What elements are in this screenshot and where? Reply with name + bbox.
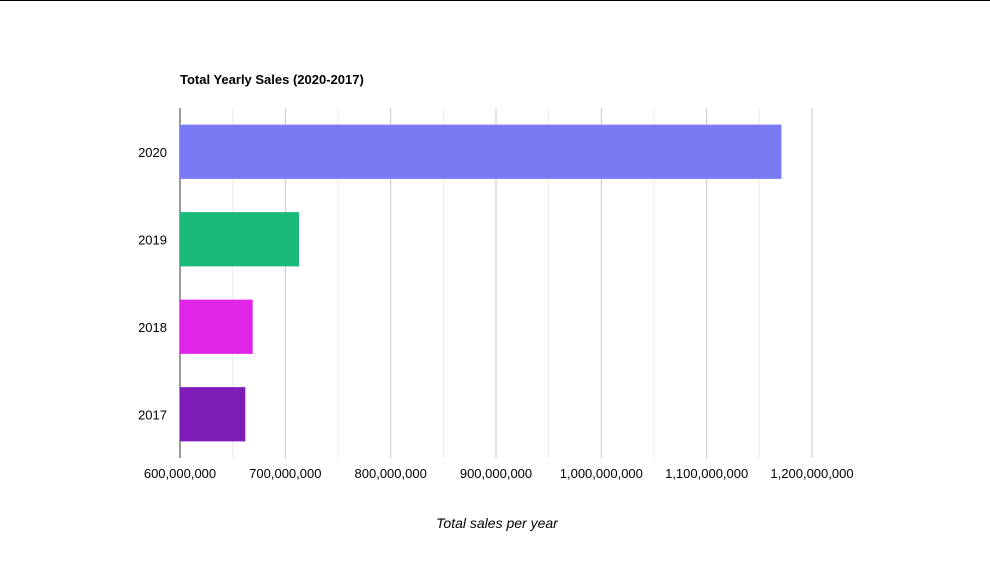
x-tick-label: 1,000,000,000 [560, 466, 643, 481]
bar-2019 [180, 212, 300, 267]
x-axis-label: Total sales per year [436, 515, 559, 531]
x-tick-label: 900,000,000 [460, 466, 532, 481]
y-tick-label: 2019 [138, 232, 167, 247]
top-rule [0, 0, 990, 1]
chart-title: Total Yearly Sales (2020-2017) [180, 72, 364, 87]
bar-2020 [180, 124, 782, 179]
x-tick-labels: 600,000,000 700,000,000 800,000,000 900,000… [144, 466, 854, 481]
bar-2018 [180, 299, 253, 354]
bars [180, 124, 782, 442]
bar-2017 [180, 387, 246, 442]
x-tick-label: 1,200,000,000 [770, 466, 853, 481]
y-tick-labels: 2020 2019 2018 2017 [138, 145, 167, 423]
y-tick-label: 2018 [138, 320, 167, 335]
x-tick-label: 800,000,000 [355, 466, 427, 481]
y-tick-label: 2017 [138, 407, 167, 422]
y-tick-label: 2020 [138, 145, 167, 160]
x-tick-label: 1,100,000,000 [665, 466, 748, 481]
x-tick-label: 600,000,000 [144, 466, 216, 481]
x-tick-label: 700,000,000 [249, 466, 321, 481]
